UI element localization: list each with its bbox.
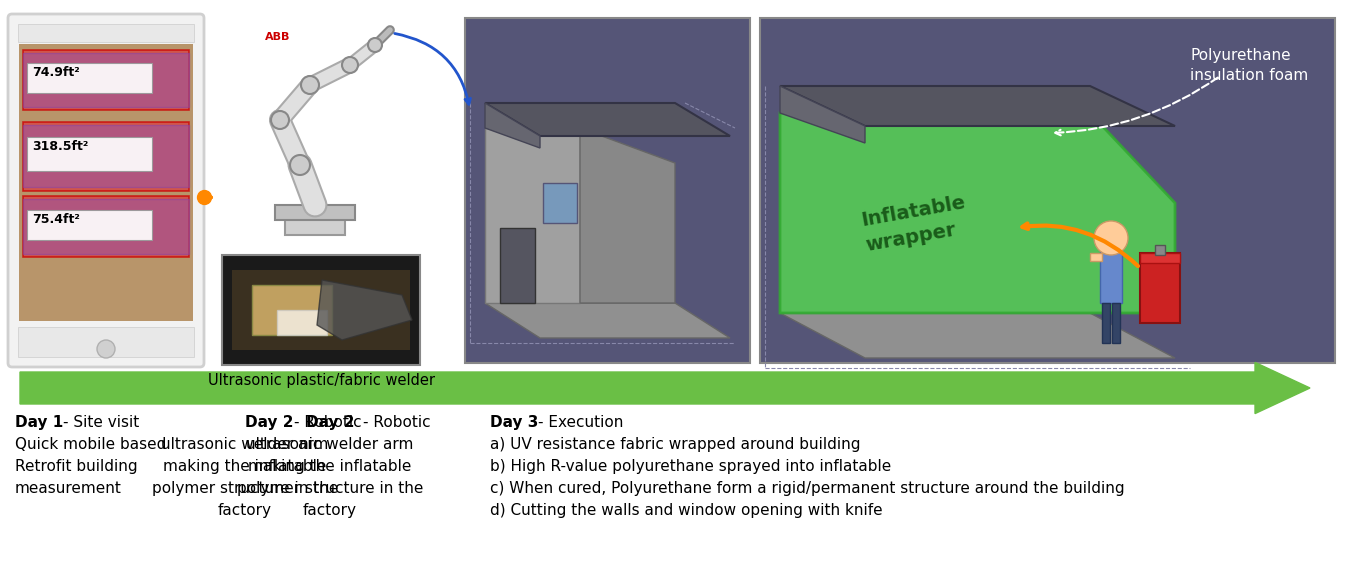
Text: - Site visit: - Site visit	[63, 415, 139, 430]
Polygon shape	[485, 303, 730, 338]
Circle shape	[369, 38, 382, 52]
Text: Ultrasonic plastic/fabric welder: Ultrasonic plastic/fabric welder	[208, 373, 435, 388]
Bar	[232, 270, 410, 350]
Bar	[1102, 303, 1110, 343]
Bar	[1112, 303, 1120, 343]
Bar	[27, 63, 153, 94]
Bar	[1139, 253, 1180, 323]
Circle shape	[1094, 221, 1129, 255]
Polygon shape	[780, 86, 865, 143]
Polygon shape	[780, 313, 1174, 358]
Polygon shape	[580, 128, 675, 303]
Polygon shape	[780, 113, 1174, 313]
Bar	[23, 199, 189, 254]
Text: making the inflatable: making the inflatable	[163, 459, 327, 474]
Text: d) Cutting the walls and window opening with knife: d) Cutting the walls and window opening …	[490, 503, 883, 518]
Circle shape	[290, 155, 310, 175]
Bar	[23, 53, 189, 108]
Text: Inflatable
wrapper: Inflatable wrapper	[860, 193, 972, 254]
Bar	[464, 18, 751, 363]
Bar	[1156, 245, 1165, 255]
Text: 75.4ft²: 75.4ft²	[32, 213, 80, 226]
Text: a) UV resistance fabric wrapped around building: a) UV resistance fabric wrapped around b…	[490, 437, 860, 452]
Text: polymer structure in the: polymer structure in the	[236, 481, 423, 496]
Bar	[1089, 253, 1102, 261]
Text: Polyurethane
insulation foam: Polyurethane insulation foam	[1189, 48, 1308, 83]
Text: Day 2: Day 2	[244, 415, 293, 430]
Bar	[18, 327, 194, 357]
Bar	[23, 197, 189, 257]
Bar	[277, 310, 327, 335]
Text: - Robotic: - Robotic	[363, 415, 431, 430]
Text: b) High R-value polyurethane sprayed into inflatable: b) High R-value polyurethane sprayed int…	[490, 459, 891, 474]
Polygon shape	[500, 228, 535, 303]
Text: Retrofit building: Retrofit building	[15, 459, 138, 474]
Polygon shape	[485, 128, 580, 303]
Bar	[19, 44, 193, 321]
Polygon shape	[317, 280, 412, 340]
Circle shape	[97, 340, 115, 358]
Bar	[285, 215, 346, 235]
Polygon shape	[543, 183, 576, 223]
Text: ultrasonic welder arm: ultrasonic welder arm	[246, 437, 413, 452]
Text: factory: factory	[217, 503, 271, 518]
Text: Quick mobile based: Quick mobile based	[15, 437, 166, 452]
Bar	[23, 50, 189, 111]
Text: factory: factory	[302, 503, 356, 518]
Bar	[27, 137, 153, 171]
Text: c) When cured, Polyurethane form a rigid/permanent structure around the building: c) When cured, Polyurethane form a rigid…	[490, 481, 1125, 496]
Text: Day 1: Day 1	[15, 415, 63, 430]
Bar	[18, 24, 194, 42]
Bar	[27, 210, 153, 240]
Polygon shape	[485, 103, 730, 136]
Text: measurement: measurement	[15, 481, 122, 496]
Bar	[252, 285, 332, 335]
Text: - Execution: - Execution	[539, 415, 624, 430]
Bar	[23, 122, 189, 191]
Circle shape	[271, 111, 289, 129]
Text: polymer structure in the: polymer structure in the	[151, 481, 339, 496]
Bar	[275, 205, 355, 220]
Bar	[760, 18, 1335, 363]
Text: Day 2: Day 2	[305, 415, 354, 430]
Polygon shape	[485, 103, 540, 148]
Polygon shape	[780, 86, 1174, 126]
Text: - Robotic: - Robotic	[293, 415, 360, 430]
Bar	[221, 255, 420, 365]
Bar	[1100, 248, 1122, 303]
Circle shape	[342, 57, 358, 73]
FancyBboxPatch shape	[8, 14, 204, 367]
Text: 318.5ft²: 318.5ft²	[32, 140, 88, 153]
Text: ultrasonic welder arm: ultrasonic welder arm	[161, 437, 328, 452]
Bar	[23, 125, 189, 187]
Text: Day 3: Day 3	[490, 415, 539, 430]
Text: making the inflatable: making the inflatable	[248, 459, 412, 474]
FancyArrow shape	[20, 362, 1310, 414]
Text: ABB: ABB	[265, 32, 290, 42]
Text: 74.9ft²: 74.9ft²	[32, 66, 80, 79]
Circle shape	[301, 76, 319, 94]
Polygon shape	[1139, 253, 1180, 263]
